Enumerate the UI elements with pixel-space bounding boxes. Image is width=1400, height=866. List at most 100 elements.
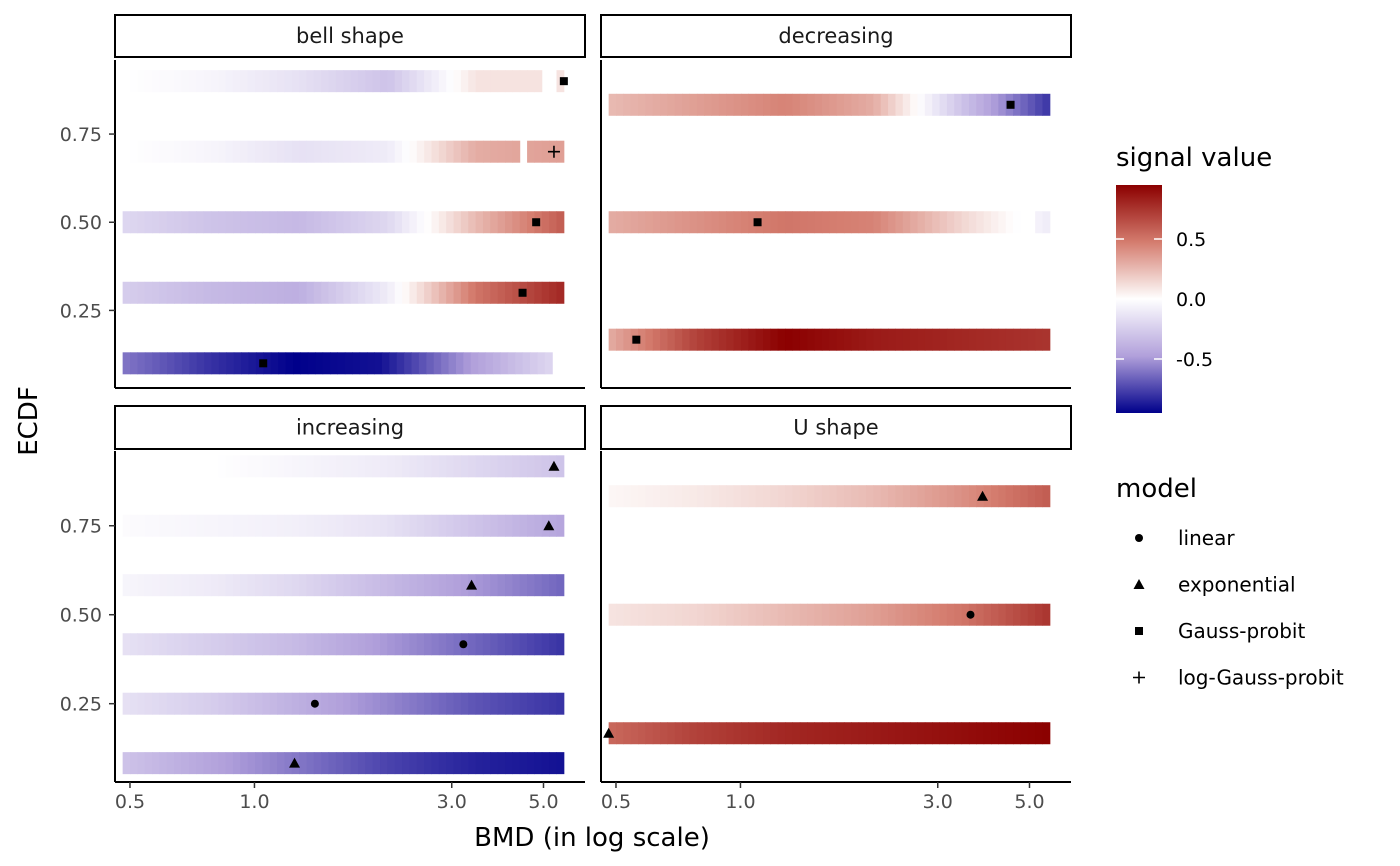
x-axis-title: BMD (in log scale) xyxy=(474,823,710,853)
heat-cell xyxy=(843,485,852,508)
heat-cell xyxy=(159,281,168,304)
heat-cell xyxy=(196,352,205,375)
heat-cell xyxy=(799,328,808,351)
heat-cell xyxy=(181,70,190,93)
heat-cell xyxy=(490,633,499,656)
heat-cell xyxy=(137,752,146,775)
heat-cell xyxy=(335,140,344,163)
heat-cell xyxy=(210,281,219,304)
heat-cell xyxy=(122,455,131,478)
heat-cell xyxy=(608,603,617,626)
heat-cell xyxy=(983,603,992,626)
heat-cell xyxy=(475,281,484,304)
heat-cell xyxy=(696,211,705,234)
heat-cell xyxy=(792,328,801,351)
heat-cell xyxy=(519,633,528,656)
heat-cell xyxy=(196,633,205,656)
heat-cell xyxy=(122,70,131,93)
heat-cell xyxy=(322,352,331,375)
heat-cell xyxy=(689,603,698,626)
legend-key-circle xyxy=(1135,534,1143,542)
heat-cell xyxy=(549,692,557,715)
heat-cell xyxy=(858,722,867,745)
heat-cell xyxy=(1020,603,1029,626)
heat-cell xyxy=(1020,485,1029,508)
heat-cell xyxy=(785,93,793,116)
heat-cell xyxy=(343,281,352,304)
heat-cell xyxy=(763,211,771,234)
heat-cell xyxy=(468,514,477,537)
heat-cell xyxy=(166,211,175,234)
heat-cell xyxy=(203,574,212,597)
ecdf-row xyxy=(122,211,565,234)
heat-cell xyxy=(998,603,1007,626)
heat-cell xyxy=(616,485,624,508)
heat-cell xyxy=(475,633,484,656)
heat-cell xyxy=(137,514,146,537)
heat-cell xyxy=(321,70,330,93)
heat-cell xyxy=(512,281,521,304)
heat-cell xyxy=(404,352,413,375)
heat-cell xyxy=(490,574,499,597)
heat-cell xyxy=(313,140,322,163)
heat-cell xyxy=(630,211,639,234)
heat-cell xyxy=(188,633,197,656)
heat-cell xyxy=(836,603,845,626)
heat-cell xyxy=(409,752,418,775)
heat-cell xyxy=(188,140,197,163)
heat-cell xyxy=(490,514,499,537)
heat-cell xyxy=(394,140,403,163)
heat-cell xyxy=(910,722,918,745)
heat-cell xyxy=(291,574,300,597)
heat-cell xyxy=(505,574,513,597)
model-legend: model linear exponential Gauss-probit log-Ga… xyxy=(1116,474,1344,690)
heat-cell xyxy=(269,70,278,93)
legend-key-square xyxy=(1135,627,1143,635)
heat-cell xyxy=(527,211,535,234)
heat-cell xyxy=(983,328,992,351)
heat-cell xyxy=(1035,722,1043,745)
heat-cell xyxy=(711,722,720,745)
heat-cell xyxy=(137,692,146,715)
heat-cell xyxy=(475,140,484,163)
heat-cell xyxy=(527,140,535,163)
heat-cell xyxy=(144,752,153,775)
heat-cell xyxy=(652,485,661,508)
facet-panel: increasing 0.25 0.50 0.75 0.5 1.0 3.0 5.0 xyxy=(60,405,586,813)
heat-cell xyxy=(1005,603,1014,626)
heat-cell xyxy=(204,352,213,375)
heat-cell xyxy=(330,352,338,375)
heat-cell xyxy=(299,211,307,234)
x-tick-label: 1.0 xyxy=(725,791,755,813)
heat-cell xyxy=(1042,485,1051,508)
heat-cell xyxy=(203,752,212,775)
heat-cell xyxy=(968,93,977,116)
heat-cell xyxy=(188,281,197,304)
heat-cell xyxy=(438,211,447,234)
heat-cell xyxy=(284,70,293,93)
heat-cell xyxy=(983,485,992,508)
heat-cell xyxy=(976,211,985,234)
heat-cell xyxy=(1042,93,1051,116)
heat-cell xyxy=(667,722,676,745)
heat-cell xyxy=(372,752,381,775)
heat-cell xyxy=(365,574,374,597)
heat-cell xyxy=(954,328,963,351)
heat-cell xyxy=(939,603,948,626)
heat-cell xyxy=(530,352,538,375)
facet-strip xyxy=(600,405,1072,450)
heat-cell xyxy=(954,93,963,116)
heat-cell xyxy=(755,603,764,626)
heat-cell xyxy=(946,722,955,745)
heat-cell xyxy=(507,352,516,375)
heat-cell xyxy=(402,70,410,93)
heat-cell xyxy=(1027,93,1036,116)
heat-cell xyxy=(638,211,646,234)
heat-cell xyxy=(365,211,374,234)
heat-cell xyxy=(460,514,469,537)
heat-cell xyxy=(210,140,219,163)
heat-cell xyxy=(269,211,278,234)
heat-cell xyxy=(660,603,668,626)
heat-cell xyxy=(315,352,324,375)
heat-cell xyxy=(446,455,455,478)
